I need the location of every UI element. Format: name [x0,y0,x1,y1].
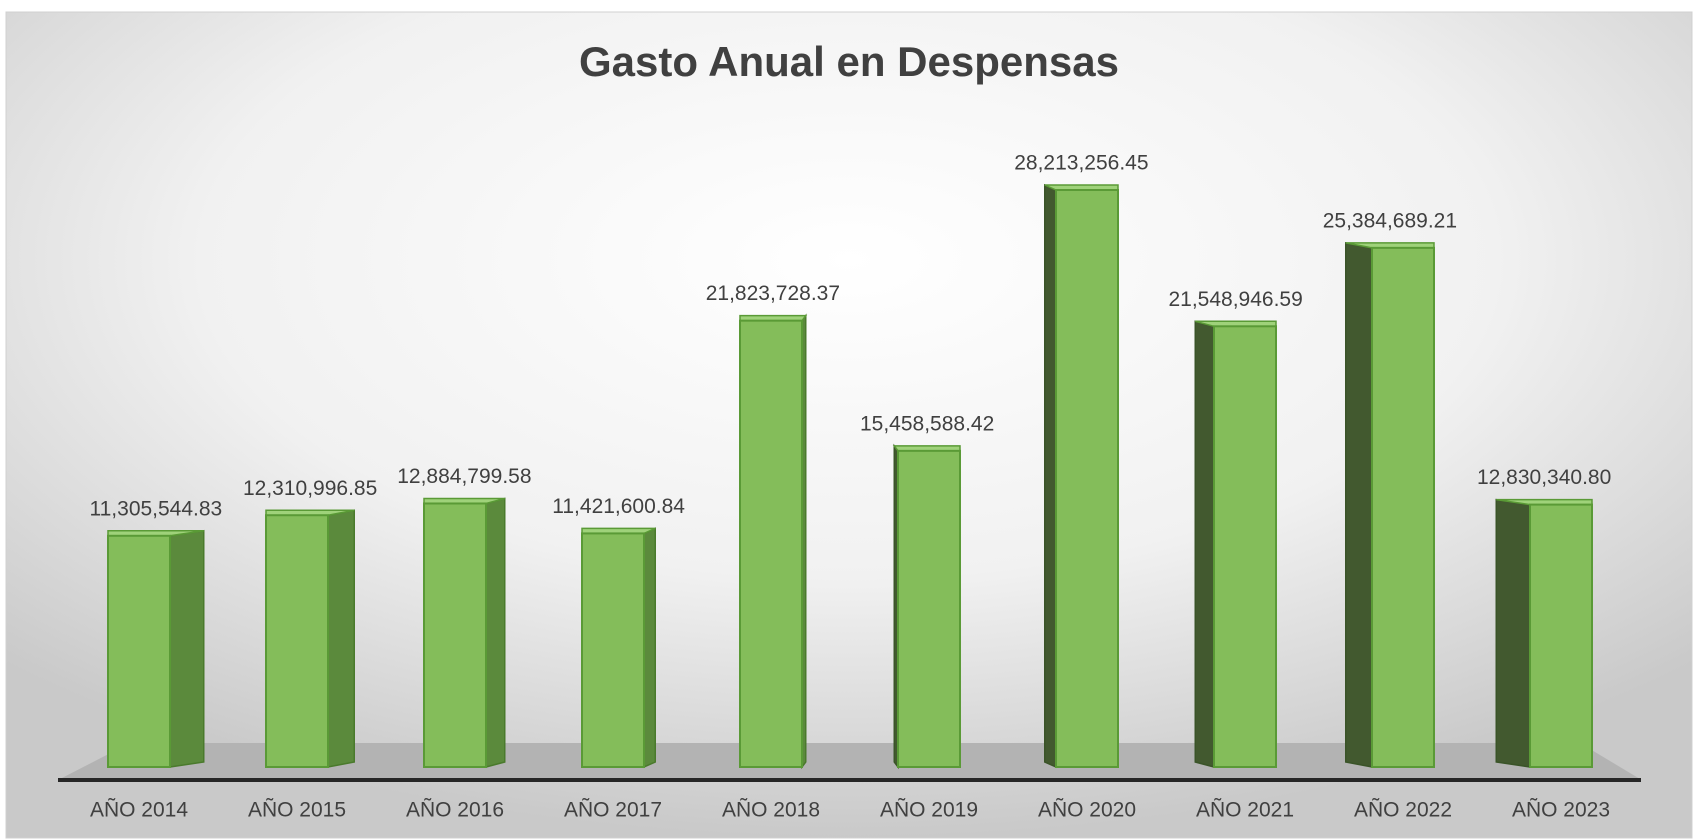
value-label: 11,305,544.83 [90,497,223,520]
x-tick-label: AÑO 2023 [1512,798,1610,822]
bar-side [1194,320,1215,768]
x-tick-label: AÑO 2019 [880,798,978,822]
value-label: 12,830,340.80 [1477,466,1611,489]
value-label: 12,884,799.58 [397,465,531,488]
bar-side [169,529,205,768]
bar-side [1044,183,1057,769]
bar-side [1345,241,1373,768]
bar [265,514,329,768]
value-label: 21,823,728.37 [706,282,840,305]
chart-background [5,11,1693,839]
bar-side [1495,498,1531,768]
value-label: 12,310,996.85 [243,477,377,500]
x-tick-label: AÑO 2017 [564,798,662,822]
value-label: 21,548,946.59 [1168,288,1302,311]
value-label: 28,213,256.45 [1014,152,1148,175]
bar-side [643,527,656,769]
value-label: 11,421,600.84 [552,495,685,518]
x-tick-label: AÑO 2022 [1354,798,1452,822]
bar-side [327,509,355,768]
bar-side [485,497,506,768]
bar [739,319,803,768]
chart-title: Gasto Anual en Despensas [579,38,1119,85]
x-tick-label: AÑO 2015 [248,798,346,822]
x-tick-label: AÑO 2018 [722,798,820,822]
bar [1213,325,1277,768]
bar [107,534,171,768]
value-label: 25,384,689.21 [1323,209,1457,232]
x-tick-label: AÑO 2016 [406,798,504,822]
x-tick-label: AÑO 2014 [90,798,188,822]
bar [423,502,487,768]
bar [1529,503,1593,768]
x-tick-label: AÑO 2020 [1038,798,1136,822]
bar [897,449,961,768]
value-label: 15,458,588.42 [860,412,994,435]
bar [1371,246,1435,769]
x-tick-label: AÑO 2021 [1196,798,1294,822]
bar [1055,189,1119,768]
bar [581,532,645,769]
